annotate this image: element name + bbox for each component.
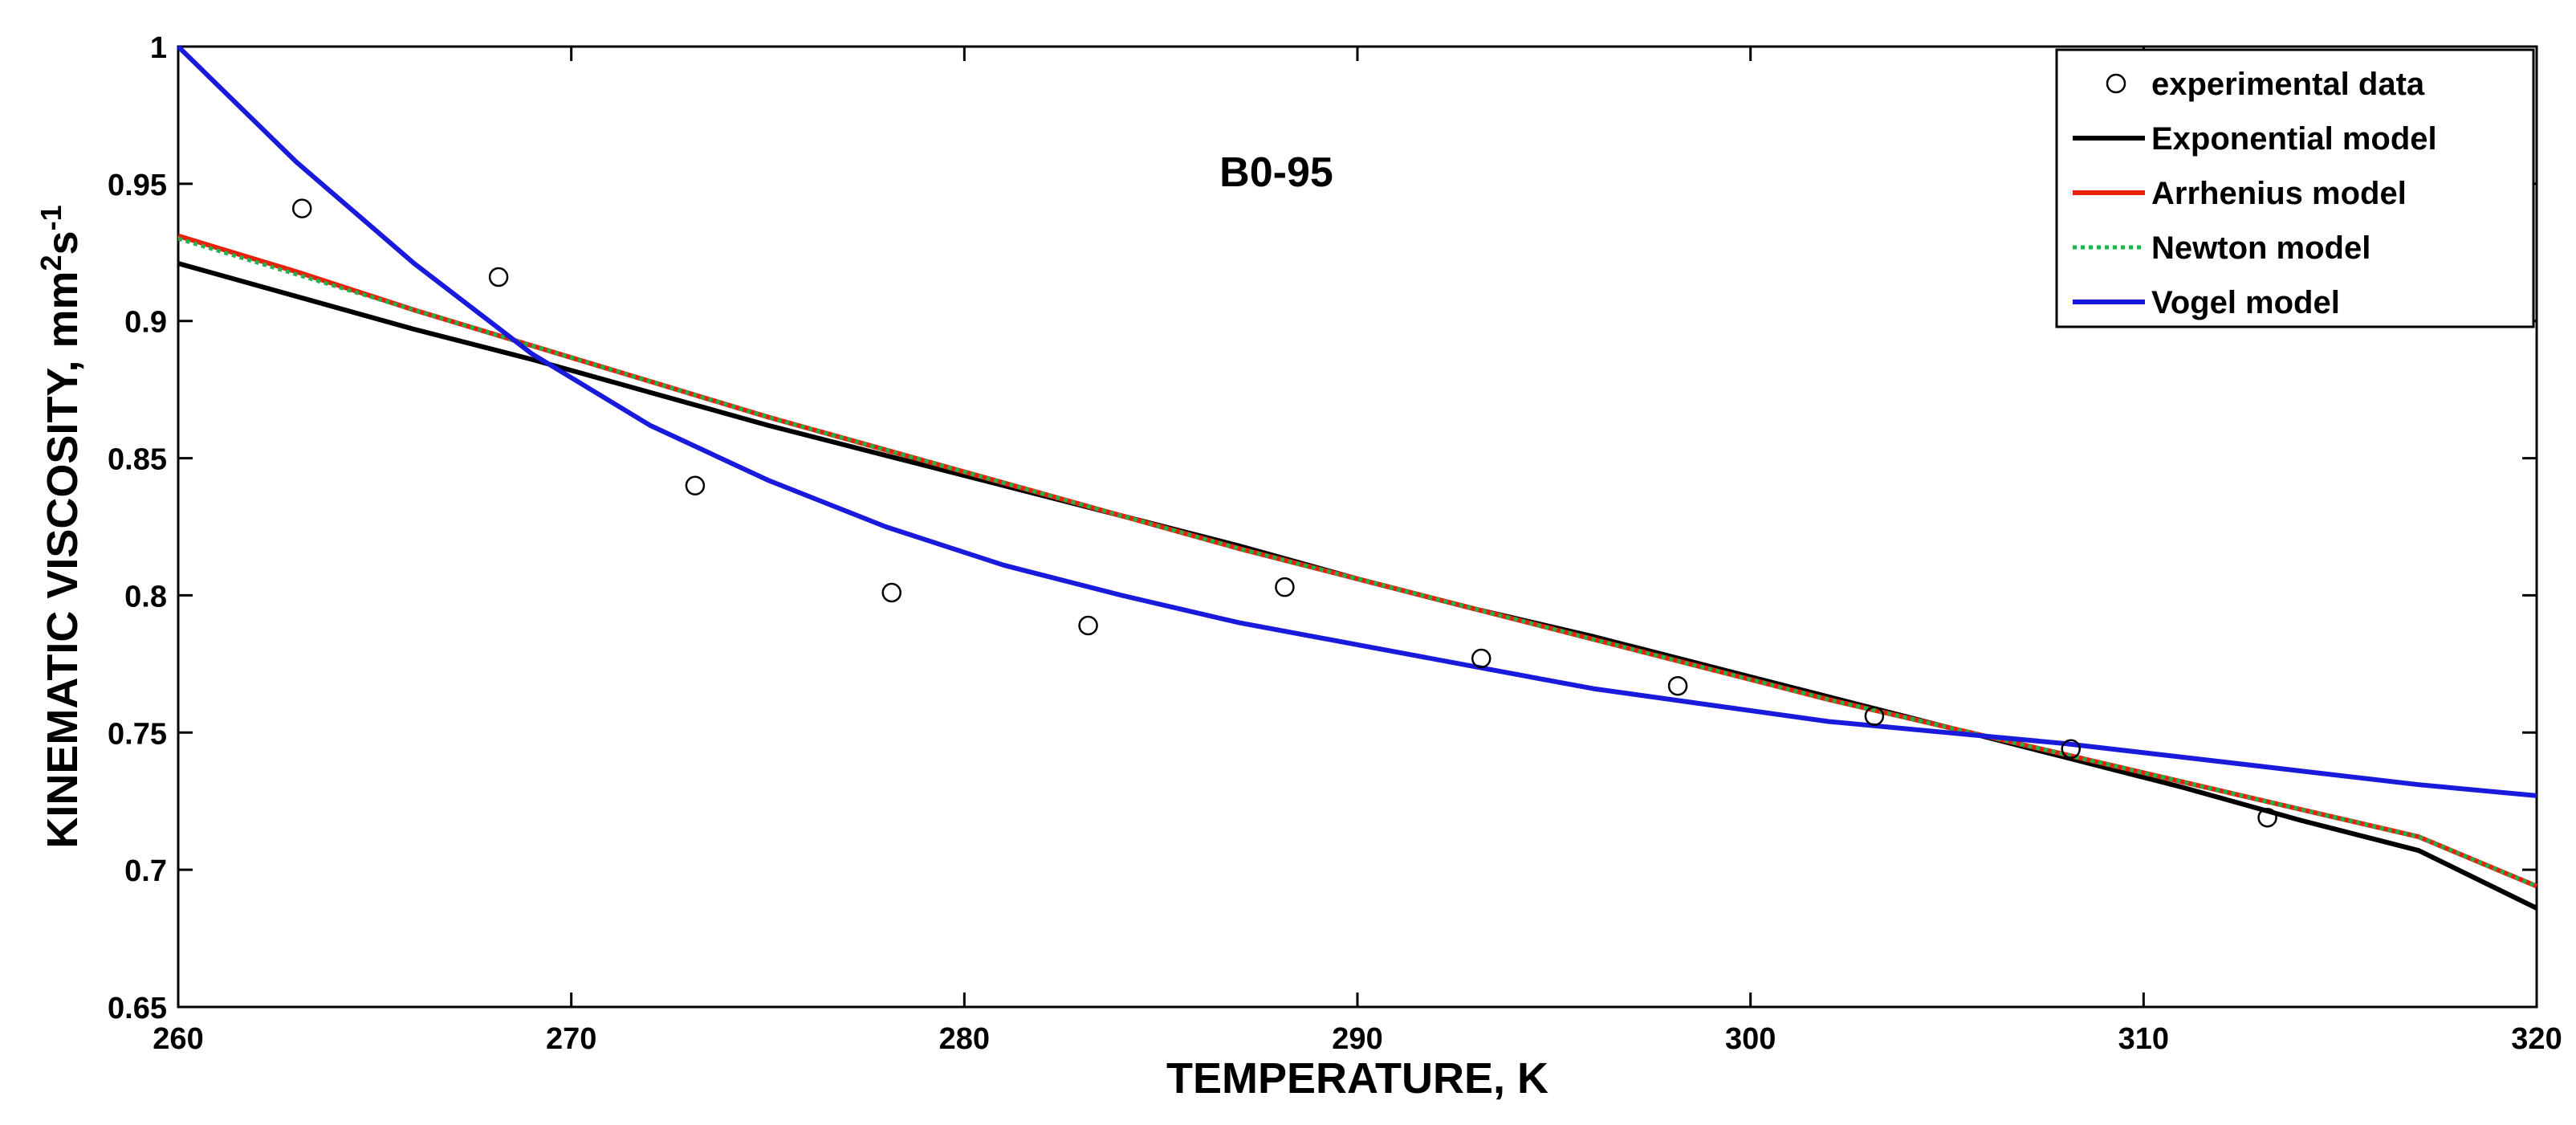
data-point: [1078, 615, 1098, 636]
legend-marker: [2106, 73, 2126, 94]
data-point: [2257, 807, 2277, 828]
chart-annotation: B0-95: [1219, 149, 1333, 196]
y-axis-title-sup1: 2: [35, 255, 67, 271]
plot-area: 260 270 280 290 300 310 320 0.65 0.7 0.75 0.8 0.85…: [108, 31, 2562, 1056]
data-point: [1471, 648, 1491, 669]
legend: experimental data Exponential model Arrhen…: [2055, 48, 2535, 328]
y-tick-label: 0.75: [108, 717, 167, 751]
data-point: [488, 267, 509, 287]
y-tick-label: 0.95: [108, 169, 167, 202]
y-axis-title-mid: s: [39, 230, 87, 255]
x-tick-label: 320: [2511, 1022, 2562, 1056]
legend-box: [2055, 48, 2535, 328]
legend-label: Arrhenius model: [2151, 176, 2407, 211]
x-tick-label: 260: [153, 1022, 203, 1056]
y-tick-label: 1: [150, 31, 167, 65]
x-tick-label: 270: [546, 1022, 596, 1056]
y-axis-title-sup2: -1: [35, 205, 67, 230]
x-tick-label: 280: [939, 1022, 990, 1056]
data-point: [881, 582, 901, 603]
x-tick-label: 310: [2118, 1022, 2169, 1056]
y-tick-label: 0.7: [124, 854, 167, 888]
x-axis-title: TEMPERATURE, K: [1166, 1054, 1548, 1103]
y-axis-title: KINEMATIC VISCOSITY, mm2s-1: [35, 205, 87, 848]
data-point: [291, 198, 312, 218]
x-axis: 260 270 280 290 300 310 320: [153, 47, 2562, 1056]
legend-label: Vogel model: [2151, 285, 2340, 320]
legend-label: Newton model: [2151, 230, 2370, 266]
data-point: [1275, 577, 1295, 597]
x-tick-label: 290: [1332, 1022, 1382, 1056]
series-line-newton-model: [177, 236, 2537, 888]
series-lines: [176, 44, 2538, 911]
x-tick-label: 300: [1725, 1022, 1776, 1056]
y-tick-label: 0.9: [124, 306, 167, 340]
legend-label: Exponential model: [2151, 121, 2437, 157]
legend-label: experimental data: [2151, 67, 2425, 102]
y-tick-label: 0.65: [108, 992, 167, 1025]
scatter-points: [291, 198, 2277, 828]
y-tick-label: 0.85: [108, 443, 167, 477]
series-line-vogel-model: [176, 44, 2537, 798]
y-tick-label: 0.8: [124, 580, 167, 613]
data-point: [2061, 739, 2081, 760]
y-axis-title-main: KINEMATIC VISCOSITY, mm: [39, 271, 87, 849]
data-point: [1667, 675, 1688, 696]
data-point: [1864, 706, 1885, 727]
data-point: [685, 475, 706, 495]
